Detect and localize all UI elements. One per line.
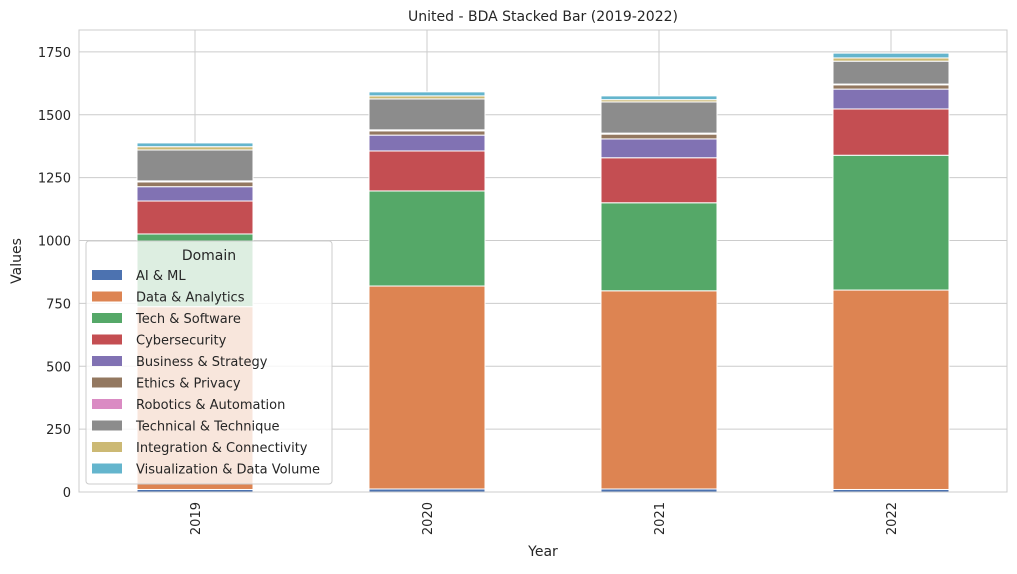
x-tick-label: 2019 <box>189 502 204 535</box>
legend-swatch <box>92 270 122 280</box>
bar-segment <box>368 190 486 287</box>
x-axis-label: Year <box>527 544 558 560</box>
y-tick-label: 250 <box>46 423 71 438</box>
legend-entry: Data & Analytics <box>136 291 245 306</box>
bar-segment <box>368 98 486 131</box>
x-tick-labels: 2019 2020 2021 2022 <box>189 502 900 535</box>
legend-entry: Integration & Connectivity <box>136 441 308 456</box>
legend: Domain AI & ML Data & Analytics Tech & Sof… <box>85 240 333 485</box>
bar-segment <box>832 108 950 156</box>
y-axis-label: Values <box>9 238 25 284</box>
legend-entry: Ethics & Privacy <box>136 377 241 392</box>
legend-swatch <box>92 291 122 302</box>
legend-entry: Visualization & Data Volume <box>136 463 320 478</box>
bar-segment <box>136 181 254 188</box>
y-tick-label: 1750 <box>38 46 71 61</box>
legend-swatch <box>92 356 122 366</box>
y-tick-label: 0 <box>63 486 71 501</box>
bar-segment <box>368 134 486 152</box>
legend-title: Domain <box>182 248 236 264</box>
legend-swatch <box>92 334 122 345</box>
bar-segment <box>832 60 950 85</box>
bar-segment <box>832 84 950 90</box>
axes-frame <box>78 29 1008 493</box>
legend-entry: AI & ML <box>136 269 186 284</box>
legend-swatch <box>92 399 122 409</box>
y-tick-labels: 0 250 500 750 1000 1250 1500 1750 <box>38 46 71 501</box>
legend-entry: Cybersecurity <box>136 334 227 349</box>
x-tick-label: 2021 <box>653 502 668 535</box>
bar-segment <box>368 130 486 136</box>
x-tick-label: 2022 <box>885 502 900 535</box>
legend-swatch <box>92 313 122 323</box>
legend-swatch <box>92 442 122 452</box>
bar-segment <box>600 133 718 140</box>
bar-segment <box>600 157 718 204</box>
y-tick-label: 1250 <box>38 172 71 187</box>
y-tick-label: 1500 <box>38 109 71 124</box>
bar-segment <box>832 52 950 59</box>
y-tick-label: 500 <box>46 360 71 375</box>
bar-segment <box>832 88 950 110</box>
bar-segment <box>136 142 254 148</box>
bar-segment <box>368 150 486 192</box>
bar-segment <box>136 200 254 235</box>
y-tick-label: 1000 <box>38 235 71 250</box>
bar-segment <box>600 101 718 134</box>
bar-segment <box>600 290 718 490</box>
bar-segment <box>600 138 718 159</box>
bar-segment <box>832 289 950 490</box>
bar-segment <box>368 91 486 97</box>
legend-swatch <box>92 420 122 431</box>
legend-box <box>85 240 333 485</box>
chart-title: United - BDA Stacked Bar (2019-2022) <box>408 9 678 25</box>
legend-entry: Robotics & Automation <box>136 398 285 413</box>
legend-swatch <box>92 463 122 474</box>
legend-entry: Business & Strategy <box>136 355 268 370</box>
bar-segment <box>600 202 718 292</box>
bar-segment <box>136 186 254 202</box>
bar-segment <box>600 95 718 101</box>
bar-segment <box>832 154 950 291</box>
legend-swatch <box>92 377 122 388</box>
legend-entry: Technical & Technique <box>135 420 280 435</box>
bar-segment <box>136 149 254 182</box>
y-tick-label: 750 <box>46 297 71 312</box>
bar-segment <box>368 285 486 490</box>
legend-entry: Tech & Software <box>135 312 241 327</box>
x-tick-label: 2020 <box>421 502 436 535</box>
